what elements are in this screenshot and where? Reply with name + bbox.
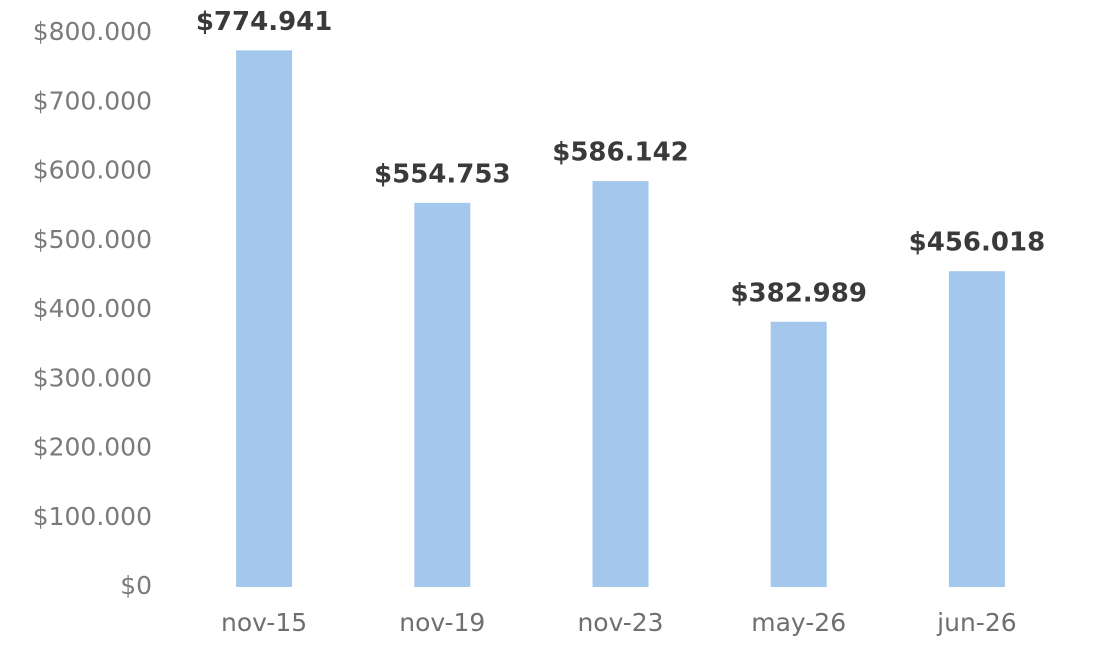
x-tick-label: may-26 (751, 608, 846, 637)
y-tick-label: $400.000 (33, 294, 152, 323)
y-tick-label: $600.000 (33, 156, 152, 185)
y-tick-label: $0 (120, 571, 152, 600)
value-label: $554.753 (374, 159, 511, 189)
x-tick-label: jun-26 (936, 608, 1016, 637)
y-tick-label: $200.000 (33, 433, 152, 462)
y-tick-label: $300.000 (33, 363, 152, 392)
value-label: $774.941 (196, 7, 333, 37)
value-label: $586.142 (552, 138, 689, 168)
bar (414, 202, 471, 587)
bar (592, 181, 649, 587)
y-tick-label: $500.000 (33, 225, 152, 254)
y-tick-label: $100.000 (33, 502, 152, 531)
y-tick-label: $700.000 (33, 86, 152, 115)
value-label: $456.018 (909, 228, 1046, 258)
x-tick-label: nov-23 (577, 608, 663, 637)
y-tick-label: $800.000 (33, 17, 152, 46)
value-label: $382.989 (730, 278, 867, 308)
x-tick-label: nov-19 (399, 608, 485, 637)
bar (770, 321, 827, 587)
bar (948, 271, 1005, 587)
x-tick-label: nov-15 (221, 608, 307, 637)
bar (236, 50, 293, 588)
